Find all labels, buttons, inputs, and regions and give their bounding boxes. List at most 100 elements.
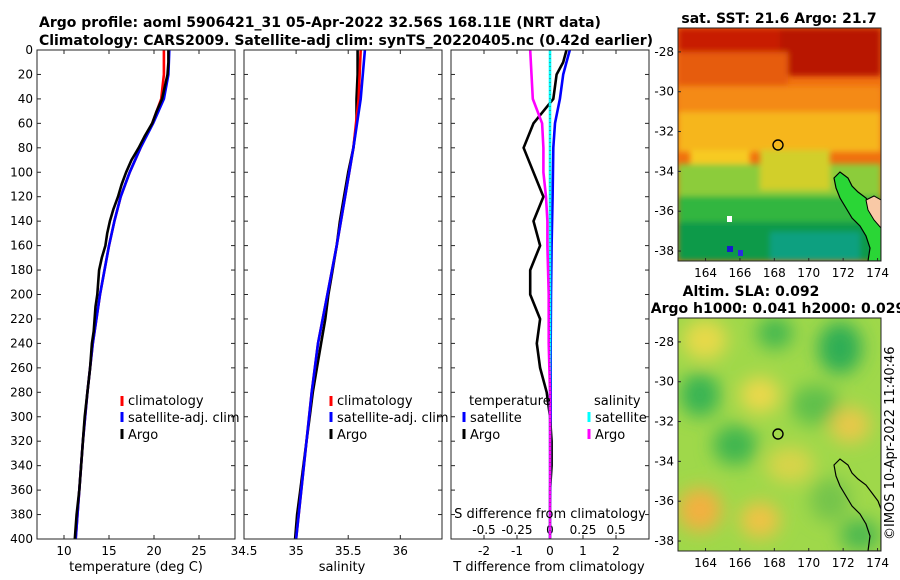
sst-map-frame bbox=[677, 27, 882, 262]
argo-position-marker bbox=[772, 139, 784, 151]
sst-map-title: sat. SST: 21.6 Argo: 21.7 bbox=[681, 11, 876, 27]
difference-plot-frame bbox=[450, 49, 650, 540]
map-x-tick-label: 170 bbox=[797, 556, 820, 570]
map-y-tick-label: -32 bbox=[654, 125, 674, 139]
x-tick-label: -1 bbox=[511, 544, 523, 558]
difference-legend-salinity: salinity satellite Argo bbox=[587, 394, 647, 443]
temperature-satellite-adj-clim-line bbox=[74, 50, 171, 539]
x-tick-label: 0 bbox=[546, 544, 554, 558]
difference-legend-temperature: temperature satellite Argo bbox=[462, 394, 551, 443]
map-x-tick-label: 166 bbox=[728, 556, 751, 570]
x-tick-label: 20 bbox=[146, 544, 161, 558]
y-tick-label: 300 bbox=[10, 410, 33, 424]
y-tick-label: 180 bbox=[10, 263, 33, 277]
salinity-difference-label: S difference from climatology bbox=[454, 507, 646, 522]
temperature-legend: climatology satellite-adj. clim Argo bbox=[120, 394, 240, 443]
temperature-xlabel: temperature (deg C) bbox=[69, 560, 203, 575]
map-x-tick-label: 168 bbox=[763, 556, 786, 570]
x-tick-label: 35.5 bbox=[335, 544, 362, 558]
s-diff-tick-label: 0.25 bbox=[570, 523, 597, 537]
map-y-tick-label: -30 bbox=[654, 85, 674, 99]
map-x-tick-label: 164 bbox=[694, 556, 717, 570]
y-tick-label: 380 bbox=[10, 508, 33, 522]
map-x-tick-label: 174 bbox=[866, 266, 889, 280]
temperature-argo-line bbox=[73, 50, 170, 539]
legend-climatology-label: climatology bbox=[337, 394, 413, 409]
y-tick-label: 360 bbox=[10, 483, 33, 497]
x-tick-label: 36 bbox=[393, 544, 408, 558]
legend-temperature-title: temperature bbox=[469, 394, 551, 409]
figure-title-line1: Argo profile: aoml 5906421_31 05-Apr-202… bbox=[39, 15, 601, 31]
map-y-tick-label: -28 bbox=[654, 335, 674, 349]
y-tick-label: 320 bbox=[10, 434, 33, 448]
sla-map-title: Altim. SLA: 0.092 bbox=[683, 284, 820, 300]
temperature-difference-xlabel: T difference from climatology bbox=[452, 560, 645, 575]
map-x-tick-label: 172 bbox=[832, 556, 855, 570]
x-tick-label: 34.5 bbox=[231, 544, 258, 558]
legend-temp-satellite-label: satellite bbox=[470, 411, 522, 426]
y-tick-label: 40 bbox=[18, 92, 33, 106]
y-tick-label: 260 bbox=[10, 361, 33, 375]
temperature-panel: 0 20 40 60 80 100 120 140 160 180 200 220 240 260 280 3… bbox=[10, 43, 240, 575]
salinity-argo-diff-line bbox=[528, 50, 552, 539]
x-tick-label: 25 bbox=[191, 544, 206, 558]
s-diff-tick-label: 0.5 bbox=[606, 523, 625, 537]
salinity-plot-frame bbox=[243, 49, 443, 540]
x-tick-label: 10 bbox=[56, 544, 71, 558]
sla-map-frame bbox=[677, 317, 882, 552]
map-y-tick-label: -36 bbox=[654, 204, 674, 218]
map-x-tick-label: 166 bbox=[728, 266, 751, 280]
s-diff-tick-label: -0.25 bbox=[501, 523, 532, 537]
legend-salinity-title: salinity bbox=[594, 394, 641, 409]
y-tick-label: 60 bbox=[18, 116, 33, 130]
figure-title-line2: Climatology: CARS2009. Satellite-adj cli… bbox=[39, 33, 653, 49]
sla-map: Altim. SLA: 0.092 Argo h1000: 0.041 h200… bbox=[651, 284, 900, 570]
map-y-tick-label: -34 bbox=[654, 164, 674, 178]
map-x-tick-label: 164 bbox=[694, 266, 717, 280]
legend-climatology-label: climatology bbox=[128, 394, 204, 409]
y-tick-label: 120 bbox=[10, 190, 33, 204]
legend-satellite-label: satellite-adj. clim bbox=[337, 411, 449, 426]
legend-sal-satellite-label: satellite bbox=[595, 411, 647, 426]
legend-argo-label: Argo bbox=[337, 428, 367, 443]
y-tick-label: 160 bbox=[10, 239, 33, 253]
salinity-legend: climatology satellite-adj. clim Argo bbox=[329, 394, 449, 443]
map-y-tick-label: -38 bbox=[654, 244, 674, 258]
y-tick-label: 240 bbox=[10, 336, 33, 350]
map-y-tick-label: -30 bbox=[654, 375, 674, 389]
salinity-satellite-adj-clim-line bbox=[294, 50, 367, 539]
x-tick-label: -2 bbox=[478, 544, 490, 558]
map-y-tick-label: -34 bbox=[654, 454, 674, 468]
y-tick-label: 220 bbox=[10, 312, 33, 326]
x-tick-label: 2 bbox=[612, 544, 620, 558]
imos-credit: ©IMOS 10-Apr-2022 11:40:46 bbox=[883, 346, 898, 540]
map-x-tick-label: 168 bbox=[763, 266, 786, 280]
salinity-panel: 34.5 35 35.5 36 climatology satellite-adj. … bbox=[231, 49, 449, 575]
map-y-tick-label: -38 bbox=[654, 534, 674, 548]
map-x-tick-label: 174 bbox=[866, 556, 889, 570]
map-y-tick-label: -36 bbox=[654, 494, 674, 508]
map-x-tick-label: 170 bbox=[797, 266, 820, 280]
map-x-tick-label: 172 bbox=[832, 266, 855, 280]
x-tick-label: 35 bbox=[288, 544, 303, 558]
argo-position-marker bbox=[772, 428, 784, 440]
s-diff-tick-label: -0.5 bbox=[472, 523, 495, 537]
legend-temp-argo-label: Argo bbox=[470, 428, 500, 443]
temperature-plot-frame bbox=[36, 49, 236, 540]
y-tick-label: 400 bbox=[10, 532, 33, 546]
legend-satellite-label: satellite-adj. clim bbox=[128, 411, 240, 426]
legend-argo-label: Argo bbox=[128, 428, 158, 443]
temperature-argo-diff-line bbox=[522, 50, 568, 539]
y-tick-label: 0 bbox=[25, 43, 33, 57]
y-tick-label: 100 bbox=[10, 165, 33, 179]
sla-map-subtitle: Argo h1000: 0.041 h2000: 0.029 bbox=[651, 301, 900, 317]
y-tick-label: 280 bbox=[10, 385, 33, 399]
map-y-tick-label: -32 bbox=[654, 415, 674, 429]
sst-map: sat. SST: 21.6 Argo: 21.7 bbox=[654, 11, 889, 280]
x-tick-label: 15 bbox=[101, 544, 116, 558]
x-tick-label: 1 bbox=[579, 544, 587, 558]
temperature-satellite-diff-line bbox=[548, 50, 572, 539]
y-tick-label: 140 bbox=[10, 214, 33, 228]
